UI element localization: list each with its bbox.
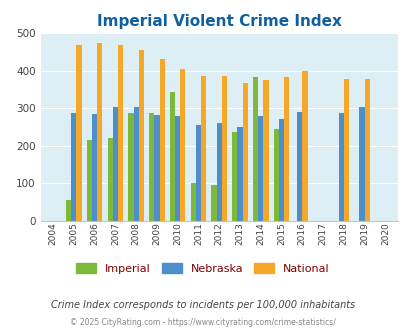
Bar — [263, 80, 268, 221]
Bar — [211, 185, 216, 221]
Bar — [149, 113, 154, 221]
Bar — [216, 123, 221, 221]
Bar — [71, 113, 76, 221]
Bar — [242, 82, 247, 221]
Bar — [221, 76, 226, 221]
Bar — [113, 107, 118, 221]
Bar — [284, 77, 289, 221]
Bar — [200, 76, 206, 221]
Text: © 2025 CityRating.com - https://www.cityrating.com/crime-statistics/: © 2025 CityRating.com - https://www.city… — [70, 318, 335, 327]
Bar — [302, 71, 307, 221]
Bar — [258, 116, 263, 221]
Bar — [133, 107, 139, 221]
Bar — [107, 138, 113, 221]
Bar — [139, 50, 144, 221]
Bar — [159, 59, 164, 221]
Bar — [128, 113, 133, 221]
Bar — [278, 119, 284, 221]
Bar — [66, 200, 71, 221]
Bar — [273, 129, 278, 221]
Bar — [76, 45, 81, 221]
Title: Imperial Violent Crime Index: Imperial Violent Crime Index — [96, 14, 341, 29]
Bar — [180, 69, 185, 221]
Text: Crime Index corresponds to incidents per 100,000 inhabitants: Crime Index corresponds to incidents per… — [51, 300, 354, 310]
Bar — [338, 113, 343, 221]
Bar — [252, 77, 258, 221]
Legend: Imperial, Nebraska, National: Imperial, Nebraska, National — [71, 259, 334, 278]
Bar — [154, 115, 159, 221]
Bar — [169, 92, 175, 221]
Bar — [195, 125, 200, 221]
Bar — [118, 46, 123, 221]
Bar — [87, 140, 92, 221]
Bar — [364, 79, 369, 221]
Bar — [296, 112, 302, 221]
Bar — [190, 183, 195, 221]
Bar — [343, 79, 348, 221]
Bar — [237, 127, 242, 221]
Bar — [358, 107, 364, 221]
Bar — [175, 116, 180, 221]
Bar — [97, 43, 102, 221]
Bar — [232, 132, 237, 221]
Bar — [92, 114, 97, 221]
